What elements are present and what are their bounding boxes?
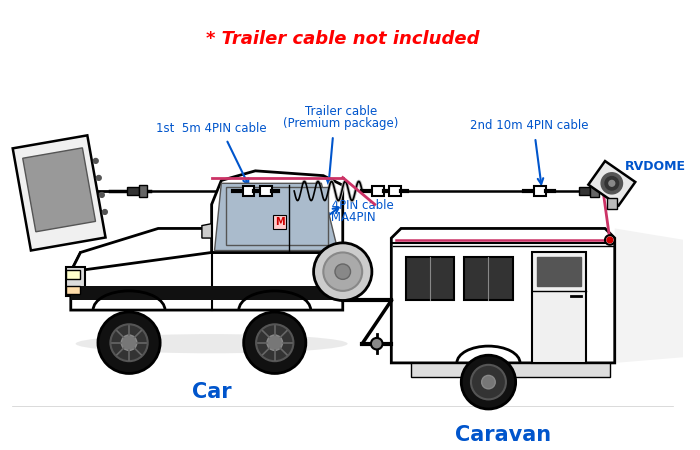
Text: RVSMA4PIN: RVSMA4PIN — [309, 211, 377, 224]
Bar — [66, 270, 80, 279]
Text: 1st  5m 4PIN cable: 1st 5m 4PIN cable — [156, 122, 267, 135]
Polygon shape — [588, 161, 636, 206]
Bar — [127, 187, 139, 195]
Circle shape — [314, 243, 372, 301]
Circle shape — [323, 252, 362, 291]
Circle shape — [93, 158, 98, 163]
Bar — [579, 187, 590, 195]
Bar — [372, 186, 384, 196]
Polygon shape — [615, 229, 700, 363]
Bar — [532, 252, 586, 363]
Circle shape — [371, 338, 383, 350]
Circle shape — [267, 335, 283, 351]
Bar — [389, 186, 401, 196]
Circle shape — [256, 324, 293, 361]
Text: RVDOME: RVDOME — [624, 160, 685, 172]
Bar — [464, 257, 512, 301]
Text: (Premium package): (Premium package) — [283, 117, 398, 130]
Ellipse shape — [76, 334, 348, 353]
Polygon shape — [202, 224, 211, 238]
Circle shape — [121, 335, 136, 351]
Text: * Trailer cable not included: * Trailer cable not included — [206, 30, 480, 48]
Circle shape — [607, 237, 612, 243]
Bar — [607, 198, 617, 209]
Circle shape — [244, 312, 306, 374]
Polygon shape — [71, 229, 211, 272]
Text: Caravan: Caravan — [455, 425, 551, 446]
Polygon shape — [391, 229, 615, 363]
Bar — [590, 185, 598, 197]
Bar — [226, 187, 328, 245]
Circle shape — [97, 176, 102, 180]
Bar — [71, 286, 343, 301]
Circle shape — [111, 324, 148, 361]
Polygon shape — [211, 171, 343, 252]
Bar — [243, 186, 254, 196]
Circle shape — [98, 312, 160, 374]
Circle shape — [99, 193, 104, 198]
Bar — [534, 186, 546, 196]
Bar — [406, 257, 454, 301]
Bar — [66, 267, 85, 296]
Text: Trailer cable: Trailer cable — [304, 105, 377, 118]
Polygon shape — [22, 148, 95, 232]
Circle shape — [335, 264, 351, 279]
Circle shape — [471, 365, 506, 400]
Circle shape — [102, 210, 107, 214]
Circle shape — [609, 180, 615, 186]
Polygon shape — [214, 183, 338, 251]
Polygon shape — [71, 252, 343, 310]
Text: Car: Car — [192, 382, 232, 402]
Bar — [66, 286, 80, 294]
Circle shape — [601, 173, 622, 194]
Text: 2nd 10m 4PIN cable: 2nd 10m 4PIN cable — [470, 119, 589, 132]
Circle shape — [482, 375, 496, 389]
Bar — [260, 186, 272, 196]
Bar — [537, 257, 581, 286]
Bar — [139, 185, 147, 197]
Bar — [411, 363, 610, 377]
Circle shape — [461, 355, 516, 409]
Text: 5m 4PIN cable: 5m 4PIN cable — [309, 199, 393, 212]
Polygon shape — [13, 135, 106, 251]
Circle shape — [605, 176, 619, 190]
Circle shape — [605, 235, 615, 245]
Text: M: M — [275, 217, 284, 227]
